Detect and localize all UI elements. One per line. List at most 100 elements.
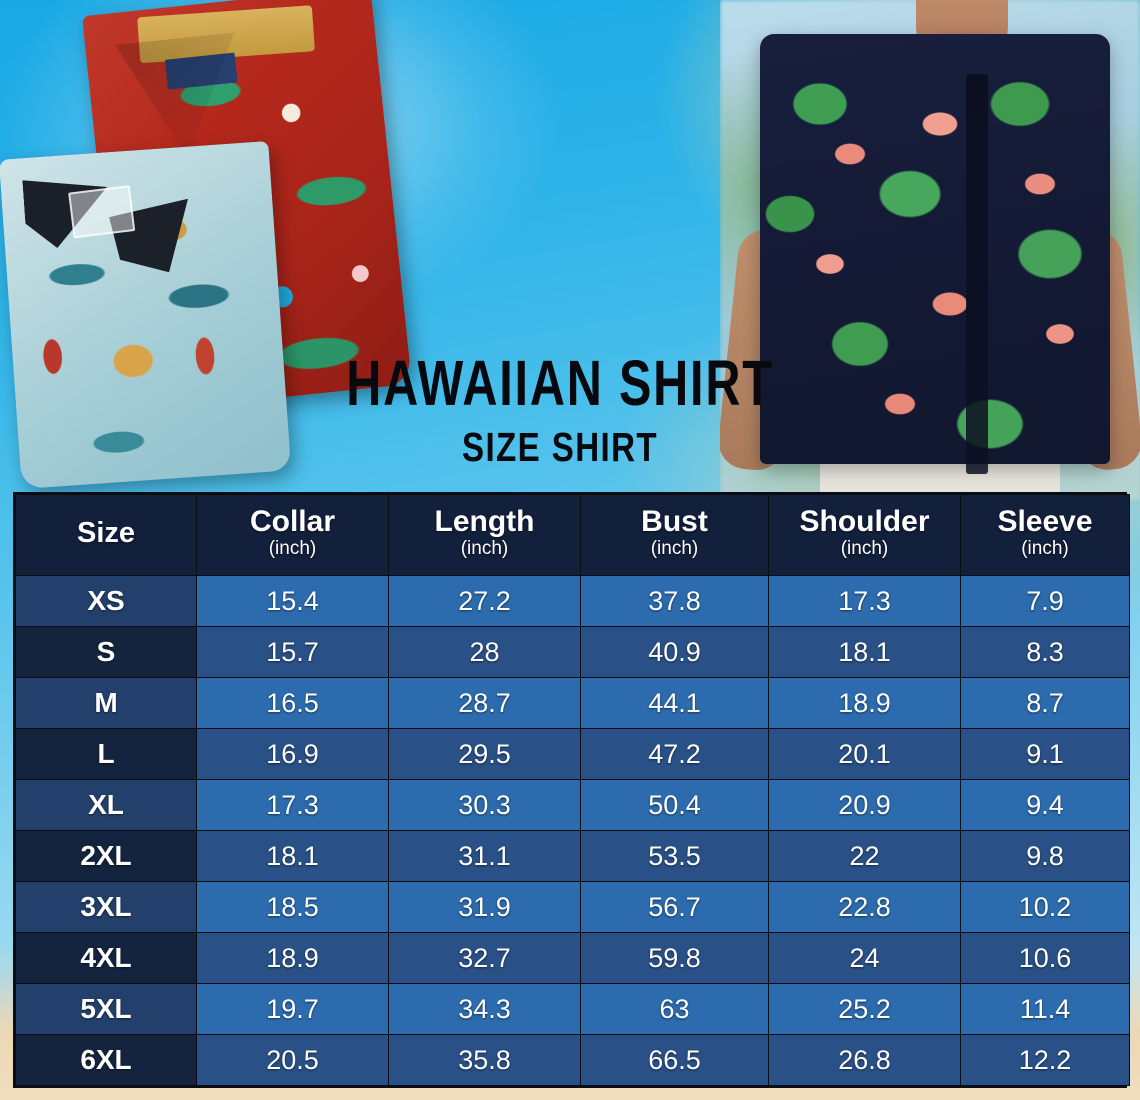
cell-shoulder: 17.3 (768, 575, 961, 627)
cell-length: 30.3 (388, 779, 581, 831)
column-header-size-label: Size (76, 516, 136, 549)
cell-bust: 50.4 (580, 779, 769, 831)
column-header-size: Size (15, 494, 197, 576)
cell-length: 31.9 (388, 881, 581, 933)
title-block: HAWAIIAN SHIRT SIZE SHIRT (320, 348, 800, 470)
cell-length: 35.8 (388, 1034, 581, 1086)
cell-sleeve: 9.4 (960, 779, 1130, 831)
cell-shoulder: 25.2 (768, 983, 961, 1035)
size-chart-table-container: Size Collar (inch) Length (inch) Bust (i… (13, 492, 1130, 1088)
size-chart-table: Size Collar (inch) Length (inch) Bust (i… (15, 494, 1130, 1086)
column-header-shoulder-label: Shoulder (799, 505, 930, 539)
table-row: 4XL 18.9 32.7 59.8 24 10.6 (15, 932, 1130, 984)
column-header-bust-label: Bust (641, 505, 708, 539)
cell-shoulder: 20.9 (768, 779, 961, 831)
cell-collar: 15.4 (196, 575, 389, 627)
cell-bust: 40.9 (580, 626, 769, 678)
size-label-cell: S (15, 626, 197, 678)
cell-length: 29.5 (388, 728, 581, 780)
size-label-cell: XS (15, 575, 197, 627)
cell-shoulder: 24 (768, 932, 961, 984)
cell-shoulder: 22 (768, 830, 961, 882)
column-header-length-unit: (inch) (460, 537, 509, 559)
size-label-cell: 5XL (15, 983, 197, 1035)
cell-shoulder: 20.1 (768, 728, 961, 780)
table-row: 3XL 18.5 31.9 56.7 22.8 10.2 (15, 881, 1130, 933)
cell-length: 34.3 (388, 983, 581, 1035)
cell-collar: 15.7 (196, 626, 389, 678)
cell-bust: 56.7 (580, 881, 769, 933)
cell-sleeve: 11.4 (960, 983, 1130, 1035)
column-header-bust: Bust (inch) (580, 494, 769, 576)
cell-length: 32.7 (388, 932, 581, 984)
cell-collar: 19.7 (196, 983, 389, 1035)
cell-sleeve: 10.2 (960, 881, 1130, 933)
cell-sleeve: 10.6 (960, 932, 1130, 984)
cell-sleeve: 8.7 (960, 677, 1130, 729)
cell-collar: 16.5 (196, 677, 389, 729)
table-body: XS 15.4 27.2 37.8 17.3 7.9 S 15.7 28 40.9 18.1 8.3 M… (15, 575, 1130, 1086)
table-row: L 16.9 29.5 47.2 20.1 9.1 (15, 728, 1130, 780)
column-header-shoulder-unit: (inch) (840, 537, 889, 559)
page-subtitle: SIZE SHIRT (462, 424, 658, 470)
cell-bust: 44.1 (580, 677, 769, 729)
size-label-cell: 2XL (15, 830, 197, 882)
blue-shirt-pocket (68, 185, 136, 239)
cell-collar: 20.5 (196, 1034, 389, 1086)
size-label-cell: 3XL (15, 881, 197, 933)
column-header-sleeve: Sleeve (inch) (960, 494, 1130, 576)
table-row: 2XL 18.1 31.1 53.5 22 9.8 (15, 830, 1130, 882)
table-row: 6XL 20.5 35.8 66.5 26.8 12.2 (15, 1034, 1130, 1086)
table-row: XS 15.4 27.2 37.8 17.3 7.9 (15, 575, 1130, 627)
column-header-length-label: Length (434, 505, 535, 539)
cell-shoulder: 26.8 (768, 1034, 961, 1086)
cell-shoulder: 18.1 (768, 626, 961, 678)
column-header-shoulder: Shoulder (inch) (768, 494, 961, 576)
flamingo-hawaiian-shirt (760, 34, 1110, 474)
column-header-collar-label: Collar (249, 505, 336, 539)
size-label-cell: L (15, 728, 197, 780)
table-row: 5XL 19.7 34.3 63 25.2 11.4 (15, 983, 1130, 1035)
column-header-sleeve-label: Sleeve (997, 505, 1093, 539)
cell-bust: 47.2 (580, 728, 769, 780)
blue-hawaiian-shirt (0, 140, 292, 490)
column-header-bust-unit: (inch) (650, 537, 699, 559)
table-row: M 16.5 28.7 44.1 18.9 8.7 (15, 677, 1130, 729)
cell-bust: 59.8 (580, 932, 769, 984)
cell-sleeve: 8.3 (960, 626, 1130, 678)
cell-collar: 18.9 (196, 932, 389, 984)
cell-collar: 18.1 (196, 830, 389, 882)
cell-collar: 18.5 (196, 881, 389, 933)
cell-length: 27.2 (388, 575, 581, 627)
table-header: Size Collar (inch) Length (inch) Bust (i… (15, 494, 1130, 576)
cell-shoulder: 18.9 (768, 677, 961, 729)
table-row: XL 17.3 30.3 50.4 20.9 9.4 (15, 779, 1130, 831)
cell-shoulder: 22.8 (768, 881, 961, 933)
cell-length: 28.7 (388, 677, 581, 729)
cell-sleeve: 9.1 (960, 728, 1130, 780)
size-label-cell: 4XL (15, 932, 197, 984)
table-header-row: Size Collar (inch) Length (inch) Bust (i… (15, 494, 1130, 576)
table-row: S 15.7 28 40.9 18.1 8.3 (15, 626, 1130, 678)
size-label-cell: XL (15, 779, 197, 831)
cell-sleeve: 7.9 (960, 575, 1130, 627)
column-header-collar-unit: (inch) (268, 537, 317, 559)
cell-bust: 66.5 (580, 1034, 769, 1086)
cell-bust: 37.8 (580, 575, 769, 627)
size-label-cell: M (15, 677, 197, 729)
cell-sleeve: 9.8 (960, 830, 1130, 882)
cell-collar: 16.9 (196, 728, 389, 780)
cell-bust: 63 (580, 983, 769, 1035)
cell-length: 28 (388, 626, 581, 678)
cell-sleeve: 12.2 (960, 1034, 1130, 1086)
cell-length: 31.1 (388, 830, 581, 882)
cell-collar: 17.3 (196, 779, 389, 831)
page-title: HAWAIIAN SHIRT (346, 348, 774, 420)
shirt-button-placket (966, 74, 988, 474)
column-header-collar: Collar (inch) (196, 494, 389, 576)
model-photo (720, 0, 1140, 500)
column-header-sleeve-unit: (inch) (1021, 537, 1069, 559)
column-header-length: Length (inch) (388, 494, 581, 576)
size-label-cell: 6XL (15, 1034, 197, 1086)
